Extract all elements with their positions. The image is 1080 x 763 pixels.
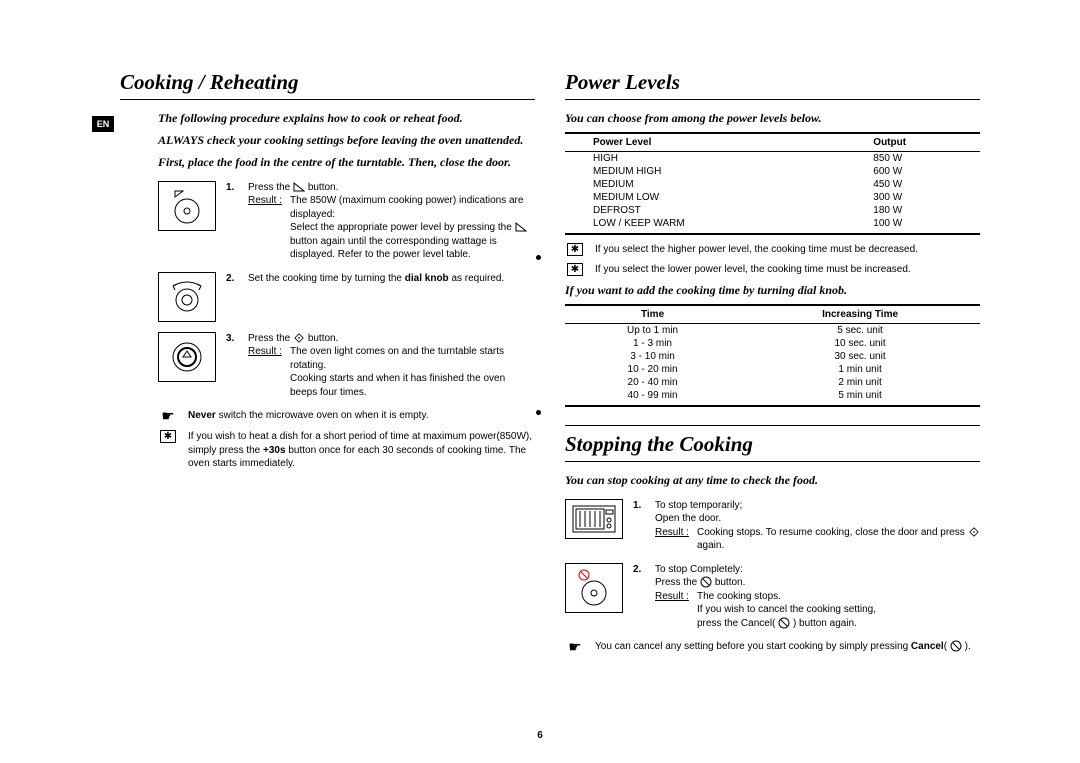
dial-start-icon	[158, 332, 216, 382]
heading-stopping: Stopping the Cooking	[565, 425, 980, 462]
boxed-star-icon: ✱	[567, 263, 583, 276]
intro-text: First, place the food in the centre of t…	[158, 154, 535, 170]
note-item: ☛ Never switch the microwave oven on whe…	[158, 409, 535, 424]
pointing-hand-icon: ☛	[158, 409, 178, 424]
step-number: 2.	[226, 272, 240, 322]
step-number: 1.	[633, 499, 647, 553]
power-wave-icon	[515, 222, 527, 232]
microwave-icon	[565, 499, 623, 539]
dial-turn-icon	[158, 272, 216, 322]
cancel-circle-icon	[700, 576, 712, 588]
note-item: ✱ If you select the lower power level, t…	[565, 263, 980, 277]
page-number: 6	[0, 730, 1080, 741]
binding-dots	[536, 255, 541, 415]
table-header: Increasing Time	[740, 305, 980, 324]
step-item: 1. Press the button. Result : The 850W (…	[158, 181, 535, 262]
table-header: Output	[865, 133, 980, 152]
intro-text: The following procedure explains how to …	[158, 110, 535, 126]
power-level-table: Power LevelOutput HIGH850 W MEDIUM HIGH6…	[565, 132, 980, 235]
stop-step-list: 1. To stop temporarily; Open the door. R…	[565, 499, 980, 631]
power-wave-icon	[293, 182, 305, 192]
intro-text: ALWAYS check your cooking settings befor…	[158, 132, 535, 148]
step-item: 2. Set the cooking time by turning the d…	[158, 272, 535, 322]
intro-text: You can choose from among the power leve…	[565, 110, 980, 126]
right-column: Power Levels You can choose from among t…	[565, 70, 980, 661]
intro-text: If you want to add the cooking time by t…	[565, 282, 980, 298]
notes: ☛ Never switch the microwave oven on whe…	[158, 409, 535, 471]
note-item: ✱ If you select the higher power level, …	[565, 243, 980, 257]
time-table: TimeIncreasing Time Up to 1 min5 sec. un…	[565, 304, 980, 407]
heading-cooking: Cooking / Reheating	[120, 70, 535, 100]
manual-page: EN Cooking / Reheating The following pro…	[0, 0, 1080, 763]
note-item: ✱ If you wish to heat a dish for a short…	[158, 430, 535, 471]
intro-text: You can stop cooking at any time to chec…	[565, 472, 980, 488]
cancel-circle-icon	[778, 617, 790, 629]
cancel-circle-icon	[950, 640, 962, 652]
start-diamond-icon	[293, 333, 305, 343]
step-item: 1. To stop temporarily; Open the door. R…	[565, 499, 980, 553]
dial-power-icon	[158, 181, 216, 231]
step-number: 1.	[226, 181, 240, 262]
start-diamond-icon	[968, 527, 980, 537]
dial-cancel-icon	[565, 563, 623, 613]
boxed-star-icon: ✱	[567, 243, 583, 256]
left-column: Cooking / Reheating The following proced…	[120, 70, 535, 661]
step-number: 2.	[633, 563, 647, 631]
table-header: Power Level	[565, 133, 865, 152]
language-badge: EN	[92, 116, 114, 132]
table-header: Time	[565, 305, 740, 324]
step-number: 3.	[226, 332, 240, 400]
heading-power: Power Levels	[565, 70, 980, 100]
step-list: 1. Press the button. Result : The 850W (…	[158, 181, 535, 400]
step-item: 3. Press the button. Result : The oven l…	[158, 332, 535, 400]
boxed-star-icon: ✱	[160, 430, 176, 443]
pointing-hand-icon: ☛	[565, 640, 585, 655]
note-item: ☛ You can cancel any setting before you …	[565, 640, 980, 655]
step-item: 2. To stop Completely: Press the button.…	[565, 563, 980, 631]
two-column-layout: Cooking / Reheating The following proced…	[120, 70, 990, 661]
